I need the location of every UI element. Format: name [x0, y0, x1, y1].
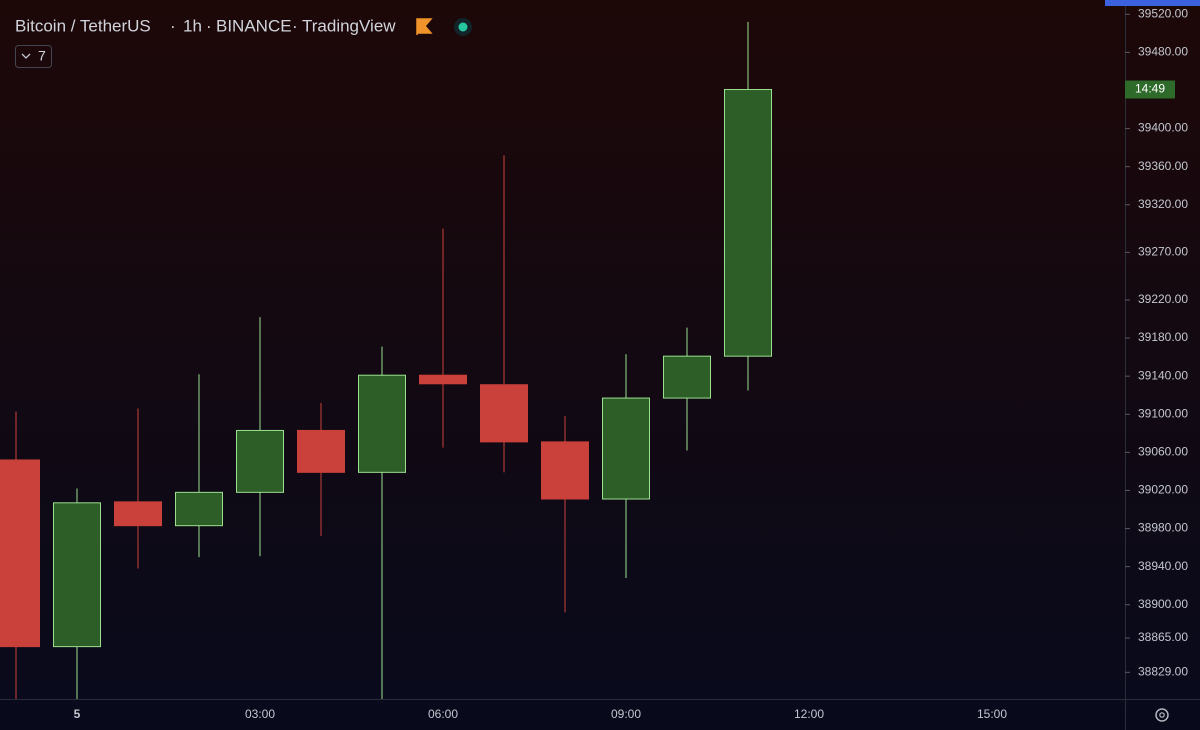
y-tick-label: 38980.00 — [1138, 521, 1188, 535]
indicator-toggle[interactable] — [15, 45, 52, 68]
candle-body — [175, 491, 223, 527]
y-tick-label: 39360.00 — [1138, 159, 1188, 173]
candle-body — [297, 429, 345, 473]
y-tick-label: 39060.00 — [1138, 445, 1188, 459]
y-tick-label: 38900.00 — [1138, 597, 1188, 611]
status-dot — [458, 22, 468, 32]
candle-body — [541, 441, 589, 500]
y-tick-label: 38829.00 — [1138, 665, 1188, 679]
y-tick-label: 39320.00 — [1138, 197, 1188, 211]
exchange: BINANCE — [216, 16, 292, 35]
last-price-tag — [1125, 80, 1175, 99]
symbol: Bitcoin / TetherUS — [15, 16, 151, 35]
y-tick-label: 39220.00 — [1138, 292, 1188, 306]
y-tick-label: 39140.00 — [1138, 368, 1188, 382]
y-tick-label: 38940.00 — [1138, 559, 1188, 573]
gear-hole[interactable] — [1159, 712, 1165, 718]
candle-body — [419, 374, 467, 385]
interval: 1h — [183, 16, 202, 35]
candle-body — [480, 384, 528, 443]
x-tick-label: 03:00 — [245, 707, 275, 721]
chevron-icon — [21, 53, 31, 59]
last-price-countdown: 14:49 — [1135, 82, 1165, 96]
candle-body — [53, 502, 101, 648]
gear[interactable] — [1155, 708, 1169, 722]
y-tick-label: 39020.00 — [1138, 483, 1188, 497]
y-tick-label: 39400.00 — [1138, 121, 1188, 135]
y-tick-label: 39100.00 — [1138, 406, 1188, 420]
indicator-count: 7 — [38, 48, 46, 64]
y-tick-label: 39520.00 — [1138, 6, 1188, 20]
y-tick-label: 39180.00 — [1138, 330, 1188, 344]
separator: · — [206, 16, 212, 35]
candles — [0, 21, 772, 699]
top-indicator-bar — [1105, 0, 1200, 6]
header: Bitcoin / TetherUS · 1h · BINANCE · Trad… — [15, 16, 472, 68]
settings-icon[interactable] — [1155, 708, 1169, 722]
candle-body — [724, 89, 772, 357]
axes: 38829.00 38865.00 38900.00 38940.00 38980.00… — [74, 6, 1189, 721]
x-tick-label: 09:00 — [611, 707, 641, 721]
x-tick-label: 5 — [74, 707, 81, 721]
separator: · — [170, 16, 176, 35]
x-tick-label: 12:00 — [794, 707, 824, 721]
separator: · — [292, 16, 298, 35]
candle-body — [236, 429, 284, 493]
candle-body — [358, 374, 406, 473]
x-tick-label: 06:00 — [428, 707, 458, 721]
candle-body — [114, 501, 162, 527]
source: TradingView — [302, 16, 396, 35]
x-tick-label: 15:00 — [977, 707, 1007, 721]
flag-icon[interactable] — [416, 18, 433, 35]
y-tick-label: 38865.00 — [1138, 630, 1188, 644]
candle-body — [663, 355, 711, 399]
y-tick-label: 39480.00 — [1138, 45, 1188, 59]
candle-body — [0, 459, 40, 648]
y-tick-label: 39270.00 — [1138, 245, 1188, 259]
candle-body — [602, 397, 650, 500]
